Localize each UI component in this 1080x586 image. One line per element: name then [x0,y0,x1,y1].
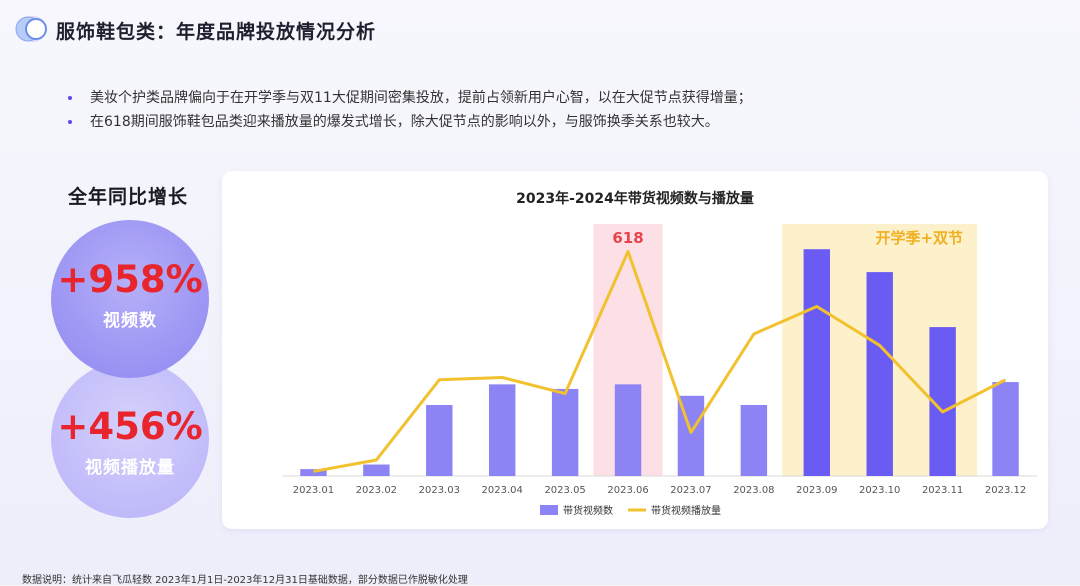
x-tick-label: 2023.03 [419,485,460,496]
video-growth-circle: +958% 视频数 [51,220,209,378]
combo-chart: 2023年-2024年带货视频数与播放量 618 开学季+双节 2023.01 2023… [282,190,1037,517]
play-growth-circle: +456% 视频播放量 [51,360,209,518]
logo-icon [12,14,50,44]
bar [740,404,768,476]
x-tick-label: 2023.11 [922,485,963,496]
bar [488,384,516,476]
bar [551,388,579,476]
legend-swatch-bar [540,505,558,515]
play-growth-value: +456% [57,405,203,448]
bar [363,464,390,476]
video-growth-value: +958% [57,258,203,301]
legend-label: 带货视频数 [563,504,613,517]
band-label: 开学季+双节 [875,229,963,247]
data-footnote: 数据说明：统计来自飞瓜轻数 2023年1月1日-2023年12月31日基础数据，… [22,575,468,586]
bar [803,249,831,476]
video-growth-label: 视频数 [103,311,157,331]
insight-item: 在618期间服饰鞋包品类迎来播放量的爆发式增长，除大促节点的影响以外，与服饰换季… [66,110,752,134]
play-growth-label: 视频播放量 [85,458,175,478]
x-tick-label: 2023.01 [293,485,334,496]
x-tick-label: 2023.04 [482,485,523,496]
x-tick-label: 2023.10 [859,485,900,496]
x-tick-label: 2023.02 [356,485,397,496]
bar [992,382,1019,476]
bar [426,404,453,476]
chart-card: 2023年-2024年带货视频数与播放量 618 开学季+双节 2023.01 2023… [222,171,1048,529]
bar [300,469,327,476]
legend-label: 带货视频播放量 [651,504,721,517]
x-tick-label: 2023.06 [607,485,648,496]
insight-item: 美妆个护类品牌偏向于在开学季与双11大促期间密集投放，提前占领新用户心智，以在大… [66,86,752,110]
play-count-line [313,249,1007,473]
page-title: 服饰鞋包类：年度品牌投放情况分析 [56,21,377,43]
x-tick-label: 2023.05 [544,485,585,496]
x-tick-label: 2023.12 [985,485,1026,496]
x-tick-label: 2023.09 [796,485,837,496]
bar [866,272,893,476]
x-tick-label: 2023.07 [670,485,711,496]
insight-text: 在618期间服饰鞋包品类迎来播放量的爆发式增长，除大促节点的影响以外，与服饰换季… [90,114,719,130]
insight-list: 美妆个护类品牌偏向于在开学季与双11大促期间密集投放，提前占领新用户心智，以在大… [66,86,752,134]
growth-title: 全年同比增长 [68,186,189,208]
chart-title: 2023年-2024年带货视频数与播放量 [516,190,754,207]
bullet-icon [68,96,72,100]
bullet-icon [68,120,72,124]
band-label: 618 [612,229,643,247]
bar [614,384,642,476]
x-tick-label: 2023.08 [733,485,774,496]
insight-text: 美妆个护类品牌偏向于在开学季与双11大促期间密集投放，提前占领新用户心智，以在大… [90,90,752,106]
